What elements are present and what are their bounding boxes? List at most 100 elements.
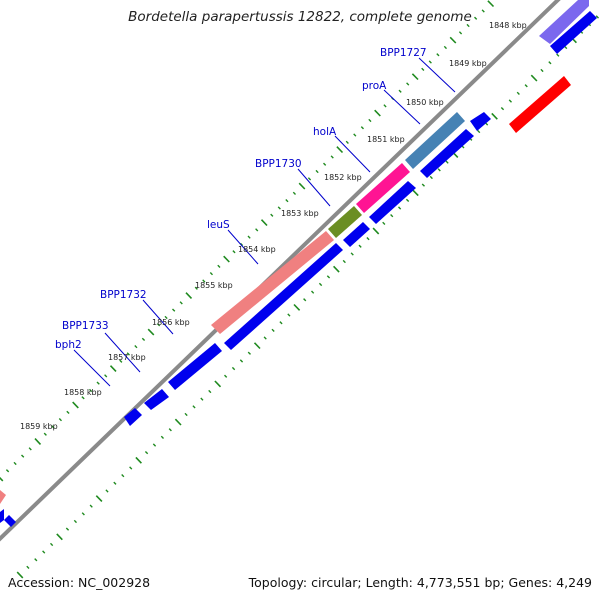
tick-mark [174,418,182,426]
tick-mark [164,315,168,320]
tick-mark [315,169,319,174]
tick-mark [135,456,142,464]
tick-mark [429,175,433,180]
gene-label-proA[interactable]: proA [362,80,387,92]
gene-feature[interactable] [420,129,474,178]
kbp-label: 1849 kbp [449,59,487,68]
tick-mark [51,425,55,429]
tick-mark [21,454,25,458]
tick-mark [530,74,538,82]
gene-label-BPP1733[interactable]: BPP1733 [62,320,109,332]
kbp-label: 1856 kbp [152,318,190,327]
tick-mark [443,45,448,50]
gene-forward-blue[interactable] [124,408,142,426]
tick-mark [147,328,155,336]
tick-mark [200,397,204,401]
gene-feature[interactable] [550,11,597,54]
tick-mark [42,550,46,554]
gene-label-leuS[interactable]: leuS [207,219,230,231]
page-title: Bordetella parapertussis 12822, complete… [128,9,472,25]
tick-mark [277,206,281,210]
gene-proA[interactable] [405,112,465,169]
tick-mark [202,279,206,283]
tick-mark [5,469,10,473]
tick-mark [141,337,146,341]
gene-label-BPP1730[interactable]: BPP1730 [255,158,302,170]
tick-mark [421,67,425,71]
tick-mark [0,476,4,482]
tick-mark [382,221,386,225]
tick-mark [185,292,193,299]
gene-forward-blue[interactable] [470,112,491,131]
gene-feature[interactable] [224,243,343,350]
gene-label-BPP1727[interactable]: BPP1727 [380,47,427,59]
gene-forward-blue[interactable] [0,509,4,523]
gene-labels: BPP1727 proA holA BPP1730 leuS BPP1732 B… [55,47,427,351]
tick-mark [473,16,478,20]
tick-mark [56,533,63,541]
tick-mark [279,321,283,325]
tick-mark [353,133,357,137]
tick-mark [144,451,149,455]
tick-mark [260,219,268,227]
gene-label-BPP1732[interactable]: BPP1732 [100,289,147,301]
gene-red-feature[interactable] [509,76,571,133]
tick-mark [239,242,244,247]
tick-mark [333,265,340,273]
tick-mark [253,342,261,350]
inner-tick-track [16,15,599,579]
tick-mark [466,23,470,28]
gene-label-holA[interactable]: holA [313,126,337,138]
tick-mark [293,303,301,311]
gene-feature[interactable] [369,181,416,224]
tick-mark [66,410,70,414]
tick-mark [239,359,244,363]
tick-mark [428,60,432,64]
tick-mark [366,237,370,241]
tick-mark [345,140,349,144]
tick-mark [318,282,323,287]
tick-mark [160,435,165,439]
gene-feature[interactable] [4,515,16,527]
tick-mark [449,36,457,44]
tick-mark [121,474,125,478]
tick-mark [172,308,176,312]
tick-mark [516,91,520,95]
tick-mark [104,374,108,378]
tick-mark [126,352,130,356]
gene-forward-blue[interactable] [144,389,169,410]
tick-mark [95,495,103,502]
tick-mark [58,418,63,422]
gene-forward-blue[interactable] [168,343,222,390]
tick-mark [405,198,410,202]
genome-summary: Topology: circular; Length: 4,773,551 bp… [248,575,592,590]
gene-holA[interactable] [356,163,410,213]
kbp-label: 1857 kbp [108,353,146,362]
gene-BPP1727[interactable] [539,0,589,44]
tick-mark [326,275,331,279]
tick-mark [34,558,38,562]
tick-mark [390,214,394,218]
gene-label-leaders [73,57,456,387]
tick-mark [508,99,512,103]
tick-mark [336,146,344,154]
tick-mark [89,504,93,508]
tick-mark [209,272,214,276]
tick-mark [310,290,315,294]
gene-label-bph2[interactable]: bph2 [55,339,82,351]
kbp-label: 1855 kbp [195,281,233,290]
gene-BPP1730[interactable] [328,206,362,238]
kbp-label: 1852 kbp [324,173,362,182]
tick-mark [247,351,251,355]
gene-leuS[interactable] [211,231,334,334]
gene-forward-pink[interactable] [0,490,6,504]
tick-mark [458,31,463,35]
kbp-label: 1848 kbp [489,21,527,30]
tick-mark [96,381,100,385]
tick-mark [43,432,47,436]
kbp-scale-labels: 1848 kbp 1849 kbp 1850 kbp 1851 kbp 1852… [20,21,527,431]
tick-mark [270,213,274,217]
tick-mark [398,89,402,93]
gene-feature[interactable] [343,222,370,247]
